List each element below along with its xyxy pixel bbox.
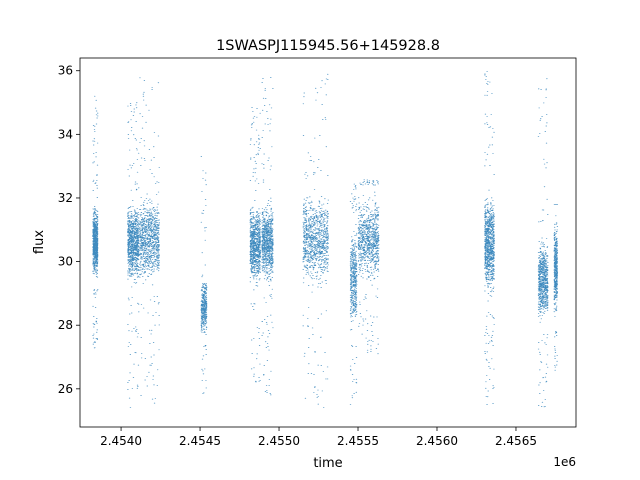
- y-tick-label: 30: [58, 255, 73, 269]
- x-tick-label: 2.4555: [337, 434, 379, 448]
- chart-title: 1SWASPJ115945.56+145928.8: [216, 38, 440, 54]
- y-tick-label: 34: [58, 127, 73, 141]
- x-axis-label: time: [313, 456, 342, 471]
- y-tick-label: 26: [58, 382, 73, 396]
- plot-frame: [79, 57, 577, 428]
- x-tick-label: 2.4545: [179, 434, 221, 448]
- y-tick-label: 32: [58, 191, 73, 205]
- y-axis-label: flux: [32, 230, 47, 254]
- x-axis-ticks: 2.4540 2.4545 2.4550 2.4555 2.4560 2.4565: [100, 427, 537, 448]
- x-tick-label: 2.4560: [416, 434, 458, 448]
- scatter-series: [92, 71, 559, 408]
- y-tick-label: 28: [58, 318, 73, 332]
- x-tick-label: 2.4565: [495, 434, 537, 448]
- x-tick-label: 2.4550: [258, 434, 300, 448]
- y-axis-ticks: 26 28 30 32 34 36: [58, 64, 80, 396]
- x-axis-offset-label: 1e6: [553, 455, 576, 469]
- x-tick-label: 2.4540: [100, 434, 142, 448]
- data-points: [92, 71, 559, 408]
- y-tick-label: 36: [58, 64, 73, 78]
